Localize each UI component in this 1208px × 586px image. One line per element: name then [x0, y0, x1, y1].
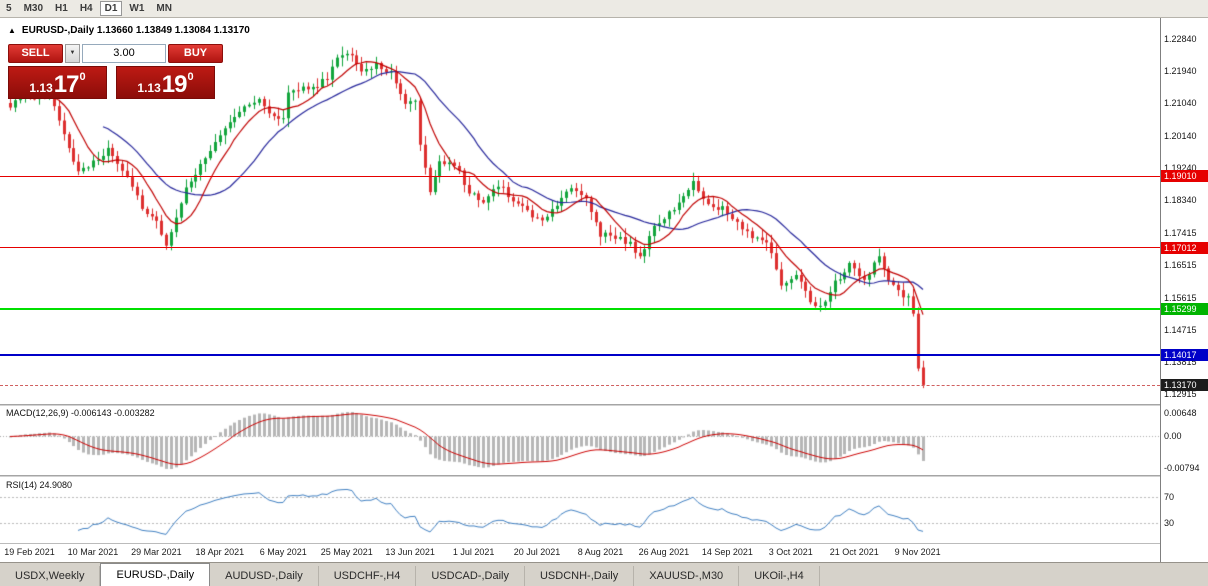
chart-tab-ukoil-[interactable]: UKOil-,H4 [739, 566, 820, 586]
indicator-axis-label: -0.00794 [1164, 463, 1200, 473]
price-level-tag: 1.17012 [1161, 241, 1208, 254]
price-axis-label: 1.22840 [1164, 33, 1197, 44]
price-axis-label: 1.20140 [1164, 130, 1197, 141]
bid-price-display[interactable]: 1.13 17 0 [8, 66, 107, 99]
indicator-axis-label: 0.00 [1164, 431, 1182, 442]
indicator-axis-label: 0.00648 [1164, 408, 1197, 418]
timeframe-button-5[interactable]: 5 [6, 3, 12, 14]
horizontal-level-line[interactable] [0, 175, 1160, 177]
chart-tab-xauusd-[interactable]: XAUUSD-,M30 [634, 566, 740, 586]
chart-tab-usdcnh-[interactable]: USDCNH-,Daily [525, 566, 635, 586]
chart-tab-eurusd-[interactable]: EURUSD-,Daily [100, 563, 211, 586]
price-axis-label: 1.19240 [1164, 162, 1197, 173]
date-axis-label: 9 Nov 2021 [894, 547, 941, 557]
pane-separator[interactable] [0, 475, 1208, 477]
bid-price-line [0, 385, 1160, 387]
date-axis-label: 25 May 2021 [320, 547, 373, 557]
chart-tab-usdx[interactable]: USDX,Weekly [0, 566, 101, 586]
chart-tab-bar: USDX,Weekly EURUSD-,Daily AUDUSD-,Daily USD… [0, 562, 1208, 586]
date-axis-label: 29 Mar 2021 [131, 547, 182, 557]
date-axis-label: 1 Jul 2021 [452, 547, 495, 557]
price-axis-label: 1.13815 [1164, 356, 1197, 367]
ask-price-display[interactable]: 1.13 19 0 [116, 66, 215, 99]
horizontal-level-line[interactable] [0, 353, 1160, 356]
timeframe-button-mn[interactable]: MN [156, 3, 172, 14]
sell-button[interactable]: SELL [8, 44, 63, 63]
indicator-axis-label: 70 [1164, 491, 1175, 502]
symbol-ohlc-text: EURUSD-,Daily 1.13660 1.13849 1.13084 1.… [21, 25, 250, 36]
macd-indicator-canvas[interactable] [0, 406, 1160, 475]
bid-prefix: 1.13 [29, 81, 53, 95]
date-axis-label: 26 Aug 2021 [638, 547, 690, 557]
buy-button[interactable]: BUY [168, 44, 223, 63]
chart-tab-usdchf-[interactable]: USDCHF-,H4 [319, 566, 417, 586]
date-axis-label: 3 Oct 2021 [768, 547, 813, 557]
timeframe-button-h1[interactable]: H1 [55, 3, 68, 14]
date-axis-label: 21 Oct 2021 [829, 547, 879, 557]
volume-dropdown-button[interactable]: ▼ [65, 44, 80, 63]
date-axis-label: 19 Feb 2021 [4, 547, 55, 557]
date-axis-label: 20 Jul 2021 [513, 547, 561, 557]
bid-pips: 17 [53, 71, 80, 98]
chart-window: 19 Feb 2021 10 Mar 2021 29 Mar 2021 18 Apr … [0, 18, 1208, 562]
one-click-trading-panel: SELL ▼ 3.00 BUY 1.13 17 0 1.13 19 0 [8, 44, 223, 99]
price-axis-label: 1.21040 [1164, 98, 1197, 109]
ask-pips: 19 [161, 71, 188, 98]
price-axis-label: 1.12915 [1164, 389, 1197, 400]
date-axis-label: 8 Aug 2021 [577, 547, 624, 557]
rsi-indicator-label: RSI(14) 24.9080 [6, 480, 73, 490]
timeframe-button-d1[interactable]: D1 [99, 1, 123, 16]
current-price-tag: 1.13170 [1161, 379, 1208, 392]
horizontal-level-line[interactable] [0, 307, 1160, 310]
chevron-down-icon: ▼ [69, 50, 76, 56]
pane-separator[interactable] [0, 404, 1208, 406]
date-axis-label: 6 May 2021 [259, 547, 307, 557]
price-level-tag: 1.19010 [1161, 170, 1208, 182]
date-axis-label: 13 Jun 2021 [385, 547, 435, 557]
timeframe-button-h4[interactable]: H4 [79, 3, 93, 14]
timeframe-button-m30[interactable]: M30 [23, 3, 44, 14]
one-click-collapse-icon[interactable]: ▲ [8, 25, 16, 35]
rsi-indicator-canvas[interactable] [0, 477, 1160, 543]
chart-tab-usdcad-[interactable]: USDCAD-,Daily [416, 566, 525, 586]
volume-input[interactable]: 3.00 [82, 44, 166, 63]
date-axis-label: 10 Mar 2021 [67, 547, 119, 557]
macd-indicator-label: MACD(12,26,9) -0.006143 -0.003282 [6, 408, 155, 418]
time-axis[interactable]: 19 Feb 2021 10 Mar 2021 29 Mar 2021 18 Apr … [0, 544, 1160, 562]
price-axis-label: 1.17415 [1164, 228, 1197, 239]
chart-tab-audusd-[interactable]: AUDUSD-,Daily [210, 566, 319, 586]
chart-header: ▲ EURUSD-,Daily 1.13660 1.13849 1.13084 … [8, 25, 250, 36]
price-axis-label: 1.18340 [1164, 194, 1197, 205]
ask-point: 0 [187, 71, 194, 83]
price-axis[interactable] [1160, 18, 1208, 562]
horizontal-level-line[interactable] [0, 247, 1160, 249]
indicator-axis-label: 30 [1164, 518, 1175, 529]
price-axis-label: 1.15615 [1164, 292, 1197, 303]
price-level-tag: 1.15299 [1161, 302, 1208, 315]
bid-point: 0 [79, 71, 86, 83]
price-axis-label: 1.14715 [1164, 324, 1197, 335]
timeframe-button-w1[interactable]: W1 [129, 3, 145, 14]
ask-prefix: 1.13 [137, 81, 161, 95]
price-level-tag: 1.14017 [1161, 348, 1208, 361]
timeframe-toolbar: 5 M30 H1 H4 D1 W1 MN [0, 0, 1208, 18]
date-axis-label: 14 Sep 2021 [701, 547, 753, 557]
price-axis-label: 1.21940 [1164, 66, 1197, 77]
date-axis-label: 18 Apr 2021 [195, 547, 245, 557]
pane-separator[interactable] [0, 543, 1208, 544]
price-axis-label: 1.16515 [1164, 260, 1197, 271]
